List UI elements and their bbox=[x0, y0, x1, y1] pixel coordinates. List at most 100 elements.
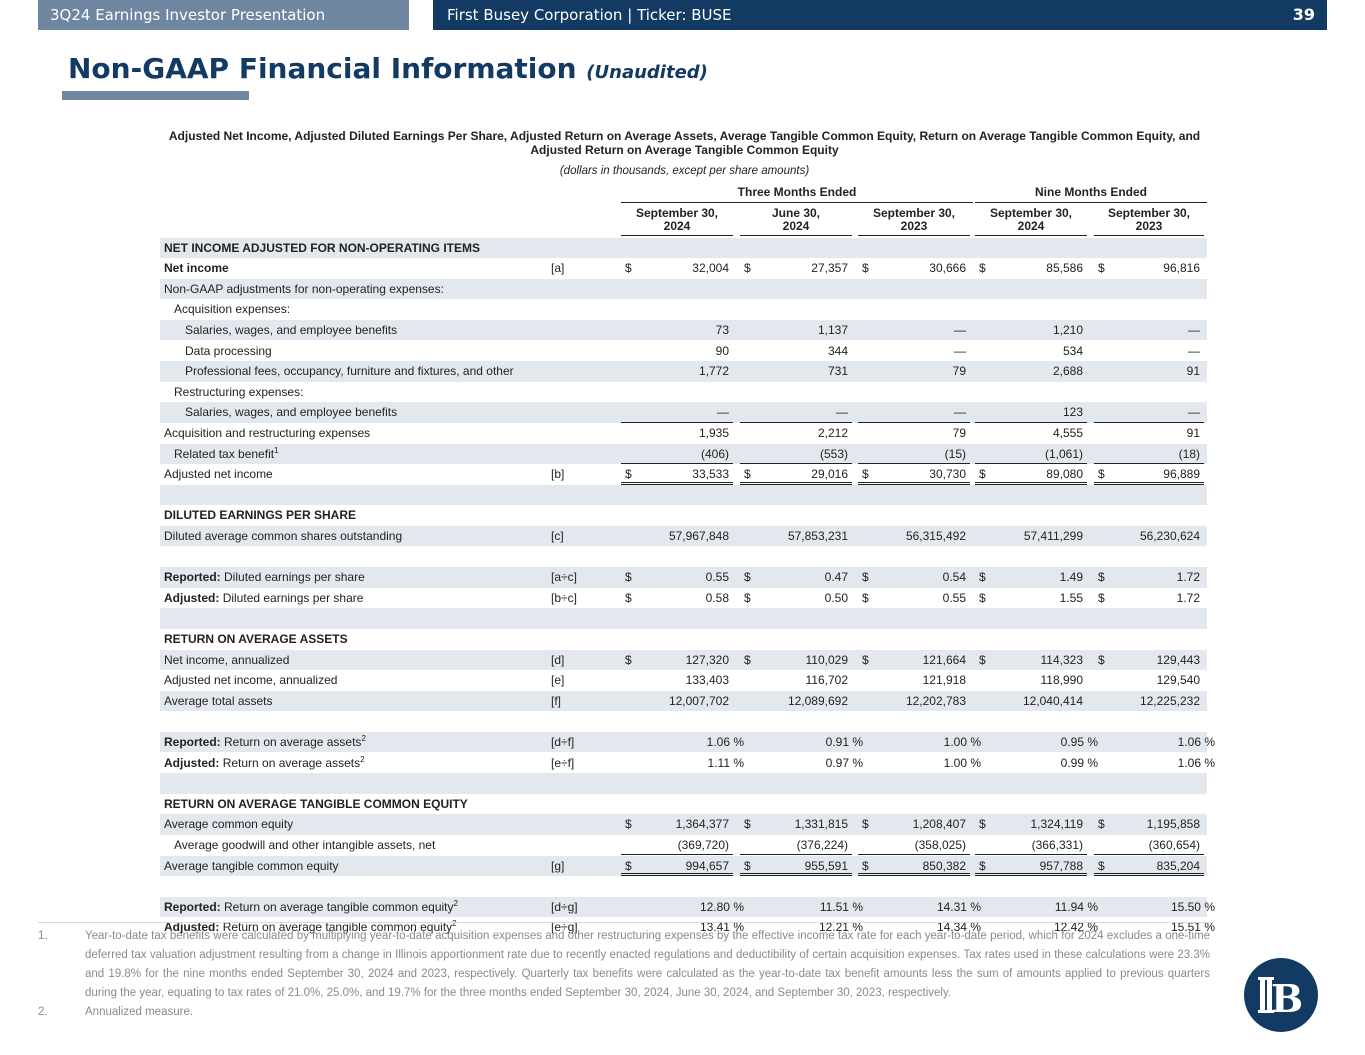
cell-value: 1.11 % bbox=[707, 755, 744, 770]
table-cell: — bbox=[1094, 320, 1204, 341]
table-cell: 90 bbox=[621, 341, 733, 362]
row-label-text: Diluted earnings per share bbox=[224, 570, 365, 585]
table-row: Adjusted net income, annualized [e] 133,40… bbox=[160, 670, 1207, 691]
row-label: Acquisition expenses: bbox=[174, 299, 290, 320]
table-cell: 12,040,414 bbox=[975, 691, 1087, 712]
cell-value: 1.00 % bbox=[943, 755, 981, 770]
footnote-text: Annualized measure. bbox=[85, 1006, 194, 1018]
row-reference: [e÷g] bbox=[551, 920, 578, 935]
table-row: Average total assets [f] 12,007,702 12,089,… bbox=[160, 690, 1207, 712]
table-cell: $1.72 bbox=[1094, 588, 1204, 609]
row-label-text: Salaries, wages, and employee benefits bbox=[185, 322, 398, 337]
table-row: Average tangible common equity [g] $994,65… bbox=[160, 855, 1207, 877]
row-label-text: Return on average assets bbox=[224, 734, 362, 749]
table-cell: $0.55 bbox=[621, 567, 733, 588]
table-cell: $96,889 bbox=[1094, 464, 1204, 485]
row-label: DILUTED EARNINGS PER SHARE bbox=[164, 505, 356, 526]
row-label-prefix: Reported: bbox=[164, 734, 221, 749]
currency-symbol: $ bbox=[1098, 261, 1105, 276]
table-cell: 0.91 % bbox=[740, 732, 863, 753]
section-header-row: DILUTED EARNINGS PER SHARE bbox=[160, 505, 1207, 526]
table-cell: $1,364,377 bbox=[621, 814, 733, 835]
cell-value: 4,555 bbox=[1052, 425, 1083, 440]
table-cell: $1.49 bbox=[975, 567, 1087, 588]
spacer-row bbox=[160, 547, 1207, 568]
cell-value: (553) bbox=[819, 446, 848, 461]
row-label: Adjusted net income, annualized bbox=[164, 670, 337, 691]
row-label: RETURN ON AVERAGE TANGIBLE COMMON EQUITY bbox=[164, 794, 468, 815]
table-cell: — bbox=[740, 402, 852, 423]
cell-value: (376,224) bbox=[796, 837, 848, 852]
column-header: September 30, 2024 bbox=[621, 207, 733, 236]
row-reference: [d] bbox=[551, 652, 565, 667]
cell-value: 0.47 bbox=[824, 570, 848, 585]
cell-value: 79 bbox=[952, 425, 966, 440]
cell-value: 1,772 bbox=[698, 364, 729, 379]
table-cell: 1.06 % bbox=[1094, 732, 1215, 753]
row-reference: [f] bbox=[551, 693, 562, 708]
cell-value: 1,208,407 bbox=[912, 817, 966, 832]
currency-symbol: $ bbox=[1098, 858, 1105, 873]
table-cell: 1,935 bbox=[621, 423, 733, 444]
cell-value: 96,889 bbox=[1163, 467, 1200, 482]
table-row: Reported: Return on average tangible com… bbox=[160, 896, 1215, 918]
table-row: Professional fees, occupancy, furniture … bbox=[160, 361, 1207, 382]
row-reference: [g] bbox=[551, 858, 565, 873]
table-row: Reported: Diluted earnings per share [a÷c… bbox=[160, 567, 1207, 588]
cell-value: 121,918 bbox=[922, 673, 966, 688]
row-label: Adjusted: Return on average tangible com… bbox=[164, 917, 457, 938]
cell-value: 12.42 % bbox=[1053, 920, 1098, 935]
table-cell: 14.31 % bbox=[858, 897, 981, 918]
section-header-row: NET INCOME ADJUSTED FOR NON-OPERATING IT… bbox=[160, 237, 1207, 259]
cell-value: 835,204 bbox=[1156, 858, 1200, 873]
table-cell: 56,315,492 bbox=[858, 526, 970, 547]
cell-value: — bbox=[954, 322, 966, 337]
cell-value: 0.55 bbox=[942, 590, 966, 605]
table-heading: Adjusted Net Income, Adjusted Diluted Ea… bbox=[168, 129, 1201, 157]
row-label: Adjusted: Diluted earnings per share bbox=[164, 588, 363, 609]
table-row: Restructuring expenses: bbox=[160, 382, 1207, 403]
row-label-text: Average goodwill and other intangible as… bbox=[174, 837, 436, 852]
table-cell: 0.97 % bbox=[740, 753, 863, 774]
table-row: Reported: Return on average assets2 [d÷f]… bbox=[160, 731, 1215, 753]
table-cell: $0.55 bbox=[858, 588, 970, 609]
footnote-number: 2. bbox=[38, 1006, 48, 1018]
row-label-text: Acquisition expenses: bbox=[174, 302, 291, 317]
cell-value: 73 bbox=[715, 322, 729, 337]
table-cell: 129,540 bbox=[1094, 670, 1204, 691]
table-cell: 1,137 bbox=[740, 320, 852, 341]
currency-symbol: $ bbox=[744, 261, 751, 276]
table-cell: 121,918 bbox=[858, 670, 970, 691]
table-cell: 14.34 % bbox=[858, 917, 981, 938]
table-cell: 1.00 % bbox=[858, 732, 981, 753]
currency-symbol: $ bbox=[862, 570, 869, 585]
footnote-ref: 2 bbox=[452, 919, 457, 929]
table-row: Adjusted: Diluted earnings per share [b÷c… bbox=[160, 588, 1207, 609]
currency-symbol: $ bbox=[744, 652, 751, 667]
table-cell: $114,323 bbox=[975, 650, 1087, 671]
table-row: Non-GAAP adjustments for non-operating e… bbox=[160, 278, 1207, 300]
column-header: September 30, 2024 bbox=[975, 207, 1087, 236]
cell-value: 344 bbox=[827, 343, 848, 358]
currency-symbol: $ bbox=[625, 590, 632, 605]
row-reference: [d÷g] bbox=[551, 899, 578, 914]
column-header: June 30, 2024 bbox=[740, 207, 852, 236]
row-label-text: NET INCOME ADJUSTED FOR NON-OPERATING IT… bbox=[164, 240, 481, 255]
cell-value: 12,089,692 bbox=[787, 693, 848, 708]
table-row: Adjusted: Return on average assets2 [e÷f]… bbox=[160, 753, 1215, 774]
row-label: Average total assets bbox=[164, 691, 273, 712]
row-label-prefix: Reported: bbox=[164, 899, 221, 914]
row-label-text: Diluted earnings per share bbox=[222, 590, 364, 605]
table-cell: (406) bbox=[621, 444, 733, 465]
row-label-prefix: Adjusted: bbox=[164, 920, 220, 935]
column-group-header: Three Months Ended bbox=[621, 185, 973, 203]
table-cell: $1.55 bbox=[975, 588, 1087, 609]
cell-value: 11.94 % bbox=[1054, 899, 1098, 914]
table-row: Diluted average common shares outstandin… bbox=[160, 525, 1207, 547]
cell-value: 30,730 bbox=[929, 467, 966, 482]
column-header-line: September 30, bbox=[872, 206, 956, 220]
cell-value: 57,411,299 bbox=[1023, 528, 1083, 543]
table-cell: $0.47 bbox=[740, 567, 852, 588]
cell-value: — bbox=[1188, 322, 1200, 337]
cell-value: 0.58 bbox=[705, 590, 729, 605]
